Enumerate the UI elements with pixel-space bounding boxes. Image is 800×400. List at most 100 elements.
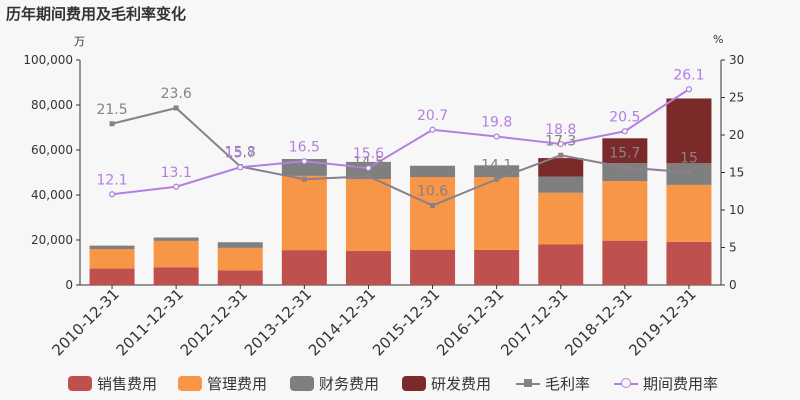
legend-item[interactable]: 管理费用 (178, 373, 267, 394)
legend: 销售费用 管理费用 财务费用 研发费用 毛利率 期间费用率 (0, 373, 800, 397)
series-line (111, 88, 690, 196)
data-label: 13.1 (161, 165, 192, 181)
line-point (685, 86, 693, 93)
right-tick-label: 5 (729, 241, 737, 255)
right-tick-label: 15 (729, 166, 744, 180)
bar-segment (89, 245, 135, 249)
legend-swatch (516, 376, 540, 391)
bar-segment (666, 184, 712, 242)
bar-segment (281, 250, 327, 285)
legend-item[interactable]: 期间费用率 (614, 373, 718, 394)
bar-segment (538, 192, 584, 245)
line-point (109, 121, 115, 127)
data-label: 10.6 (417, 184, 448, 200)
series-line (111, 106, 690, 207)
right-tick-label: 25 (729, 91, 744, 105)
line-point (237, 164, 244, 171)
bar-segment (153, 267, 199, 285)
data-label: 20.7 (417, 108, 448, 124)
line-point (558, 152, 564, 158)
legend-item[interactable]: 销售费用 (68, 373, 157, 394)
legend-item[interactable]: 研发费用 (402, 373, 491, 394)
data-label: 26.1 (673, 67, 704, 83)
x-tick-label: 2015-12-31 (369, 285, 443, 359)
bar-segment (602, 181, 648, 241)
line-point (557, 140, 564, 148)
legend-label: 研发费用 (431, 375, 492, 393)
left-tick-label: 20,000 (31, 233, 73, 247)
line-point (494, 176, 500, 182)
x-tick-label: 2013-12-31 (241, 285, 315, 359)
data-label: 17.3 (545, 133, 576, 149)
bar-segment (538, 158, 584, 177)
right-tick-label: 10 (729, 203, 744, 217)
right-tick-label: 0 (729, 278, 737, 292)
data-label: 15.8 (225, 145, 256, 161)
line-point (108, 191, 116, 198)
legend-label: 管理费用 (207, 375, 268, 393)
x-tick-label: 2014-12-31 (305, 285, 379, 359)
bar-segment (217, 242, 263, 248)
bar-segment (474, 165, 520, 178)
bar-segment (410, 249, 456, 285)
legend-item[interactable]: 财务费用 (290, 373, 379, 394)
bar-segment (602, 240, 648, 285)
left-tick-label: 40,000 (31, 188, 73, 202)
bar-segment (345, 179, 391, 252)
bar-segment (474, 249, 520, 285)
line-point (365, 164, 372, 172)
bar-segment (89, 249, 135, 269)
line-point (301, 176, 307, 182)
data-label: 16.5 (289, 139, 320, 155)
bar-segment (281, 175, 327, 251)
data-label: 15.6 (353, 146, 384, 162)
data-label: 12.1 (96, 172, 127, 188)
x-tick-label: 2010-12-31 (48, 285, 122, 359)
data-label: 18.8 (545, 122, 576, 138)
data-label: 21.5 (96, 102, 127, 118)
chart-canvas: 0 20,000 40,000 60,000 80,000 100,000 0 5 10 15 20… (23, 53, 744, 359)
bar-segment (666, 241, 712, 285)
data-label: 15.7 (225, 145, 256, 161)
bar-segment (474, 177, 520, 250)
line-point (429, 126, 436, 133)
right-tick-label: 30 (729, 53, 744, 67)
legend-label: 销售费用 (97, 375, 158, 393)
bar-segment (602, 138, 648, 164)
legend-swatch (402, 376, 426, 391)
legend-swatch (178, 376, 202, 391)
line-point (621, 128, 628, 135)
left-tick-label: 0 (65, 278, 73, 292)
bar-segment (410, 177, 456, 250)
line-point (173, 183, 180, 190)
line-point (173, 105, 179, 111)
data-label: 23.6 (161, 86, 192, 102)
x-tick-label: 2019-12-31 (625, 285, 699, 359)
bar-segment (153, 240, 199, 268)
right-tick-label: 20 (729, 128, 744, 142)
bar-segment (217, 270, 263, 285)
legend-label: 毛利率 (545, 375, 591, 393)
legend-swatch (68, 376, 92, 391)
left-axis-unit: 万 (74, 35, 85, 48)
right-axis-unit: % (713, 33, 724, 46)
legend-label: 财务费用 (319, 375, 380, 393)
legend-item[interactable]: 毛利率 (516, 373, 590, 394)
legend-swatch (614, 376, 638, 391)
data-label: 14.5 (353, 154, 384, 170)
legend-swatch (290, 376, 314, 391)
line-point (622, 164, 628, 170)
bar-segment (538, 176, 584, 193)
x-tick-label: 2016-12-31 (433, 285, 507, 359)
chart-title: 历年期间费用及毛利率变化 (6, 5, 187, 23)
data-label: 15.7 (609, 145, 640, 161)
x-tick-label: 2017-12-31 (497, 285, 571, 359)
bar-segment (89, 268, 135, 285)
x-tick-label: 2018-12-31 (561, 285, 635, 359)
line-point (493, 133, 500, 140)
left-tick-label: 60,000 (31, 143, 73, 157)
x-tick-label: 2012-12-31 (177, 285, 251, 359)
bar-segment (410, 165, 456, 177)
bar-segment (345, 251, 391, 285)
bar-segment (153, 237, 199, 241)
